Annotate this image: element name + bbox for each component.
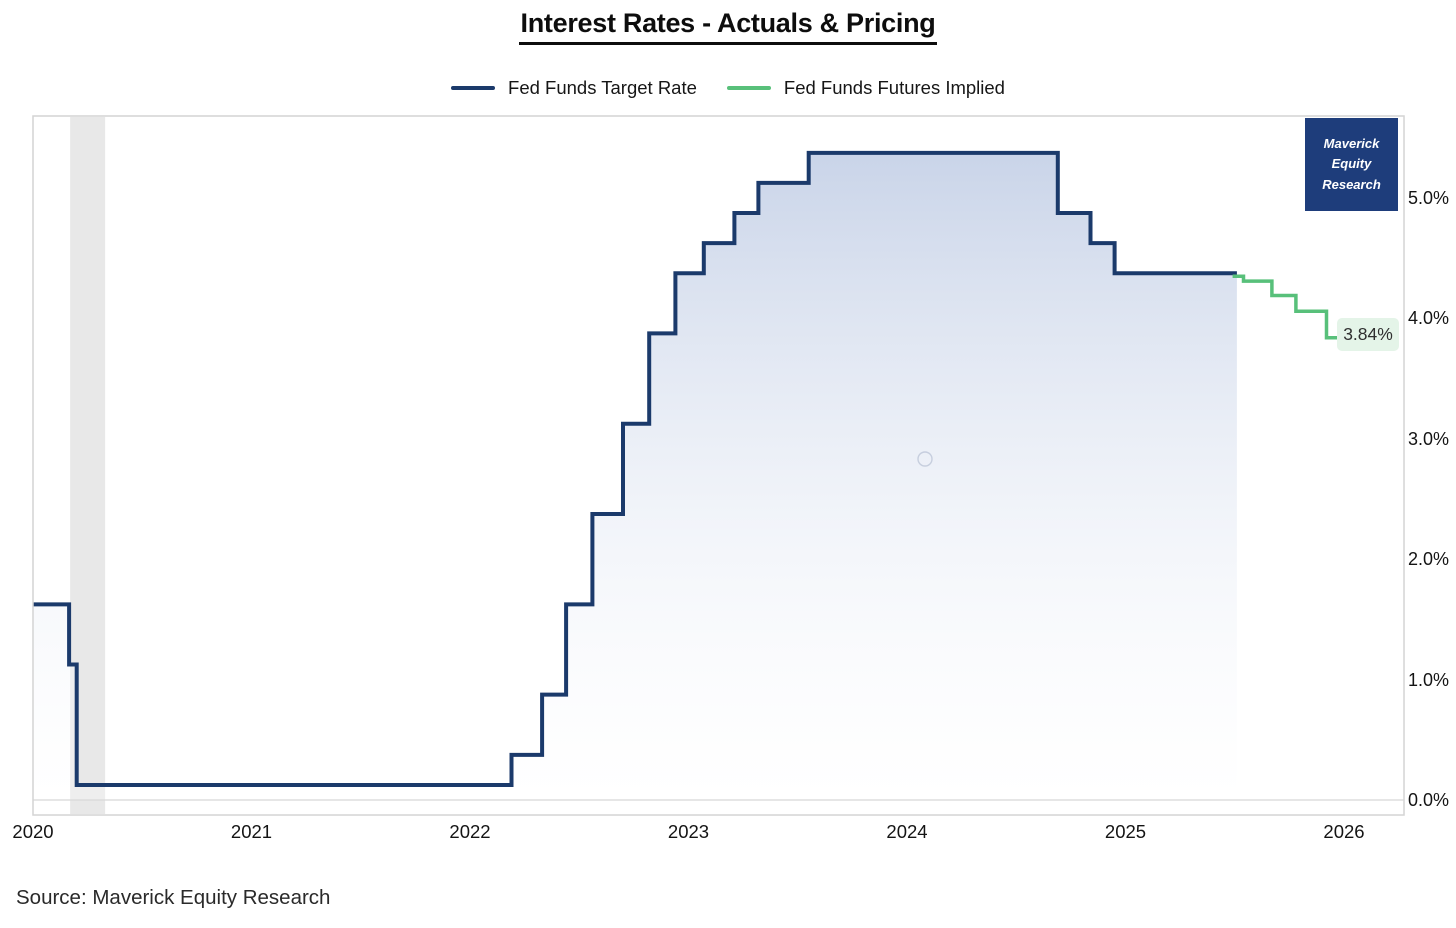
target-rate-area-fill xyxy=(33,152,1237,800)
chart-header: Interest Rates - Actuals & Pricing xyxy=(0,8,1456,45)
badge-line: Maverick xyxy=(1323,135,1380,151)
legend-label: Fed Funds Target Rate xyxy=(508,77,697,98)
y-tick-label: 1.0% xyxy=(1408,669,1450,690)
annotation-text: 3.84% xyxy=(1343,324,1393,344)
y-tick-label: 2.0% xyxy=(1408,549,1450,570)
legend-item-target-rate: Fed Funds Target Rate xyxy=(451,77,697,99)
legend-label: Fed Funds Futures Implied xyxy=(783,77,1005,98)
y-tick-label: 3.0% xyxy=(1408,428,1450,449)
x-tick-label: 2026 xyxy=(1323,821,1365,842)
y-tick-label: 4.0% xyxy=(1408,308,1450,329)
futures-end-value-label: 3.84% xyxy=(1337,318,1399,351)
source-note: Source: Maverick Equity Research xyxy=(16,886,331,909)
futures-implied-line xyxy=(1232,274,1344,340)
x-tick-label: 2023 xyxy=(667,821,710,842)
x-tick-label: 2025 xyxy=(1104,821,1147,842)
y-tick-label: 5.0% xyxy=(1408,188,1450,208)
target-rate-line xyxy=(33,150,1237,787)
plot-frame xyxy=(32,115,1405,816)
legend-item-futures-implied: Fed Funds Futures Implied xyxy=(726,77,1005,99)
badge-line: Research xyxy=(1322,176,1381,192)
target-rate-swatch xyxy=(451,86,496,90)
futures-implied-swatch xyxy=(726,86,771,90)
page-title: Interest Rates - Actuals & Pricing xyxy=(518,8,938,45)
watermark-dot-icon xyxy=(917,451,933,467)
chart-legend: Fed Funds Target Rate Fed Funds Futures … xyxy=(0,77,1456,99)
y-tick-label: 0.0% xyxy=(1408,790,1450,810)
badge-line: Equity xyxy=(1331,156,1372,172)
x-tick-label: 2020 xyxy=(12,821,54,842)
x-tick-label: 2021 xyxy=(230,821,273,842)
x-tick-label: 2022 xyxy=(449,821,491,842)
x-tick-label: 2024 xyxy=(886,821,928,842)
brand-badge: Maverick Equity Research xyxy=(1305,118,1398,211)
